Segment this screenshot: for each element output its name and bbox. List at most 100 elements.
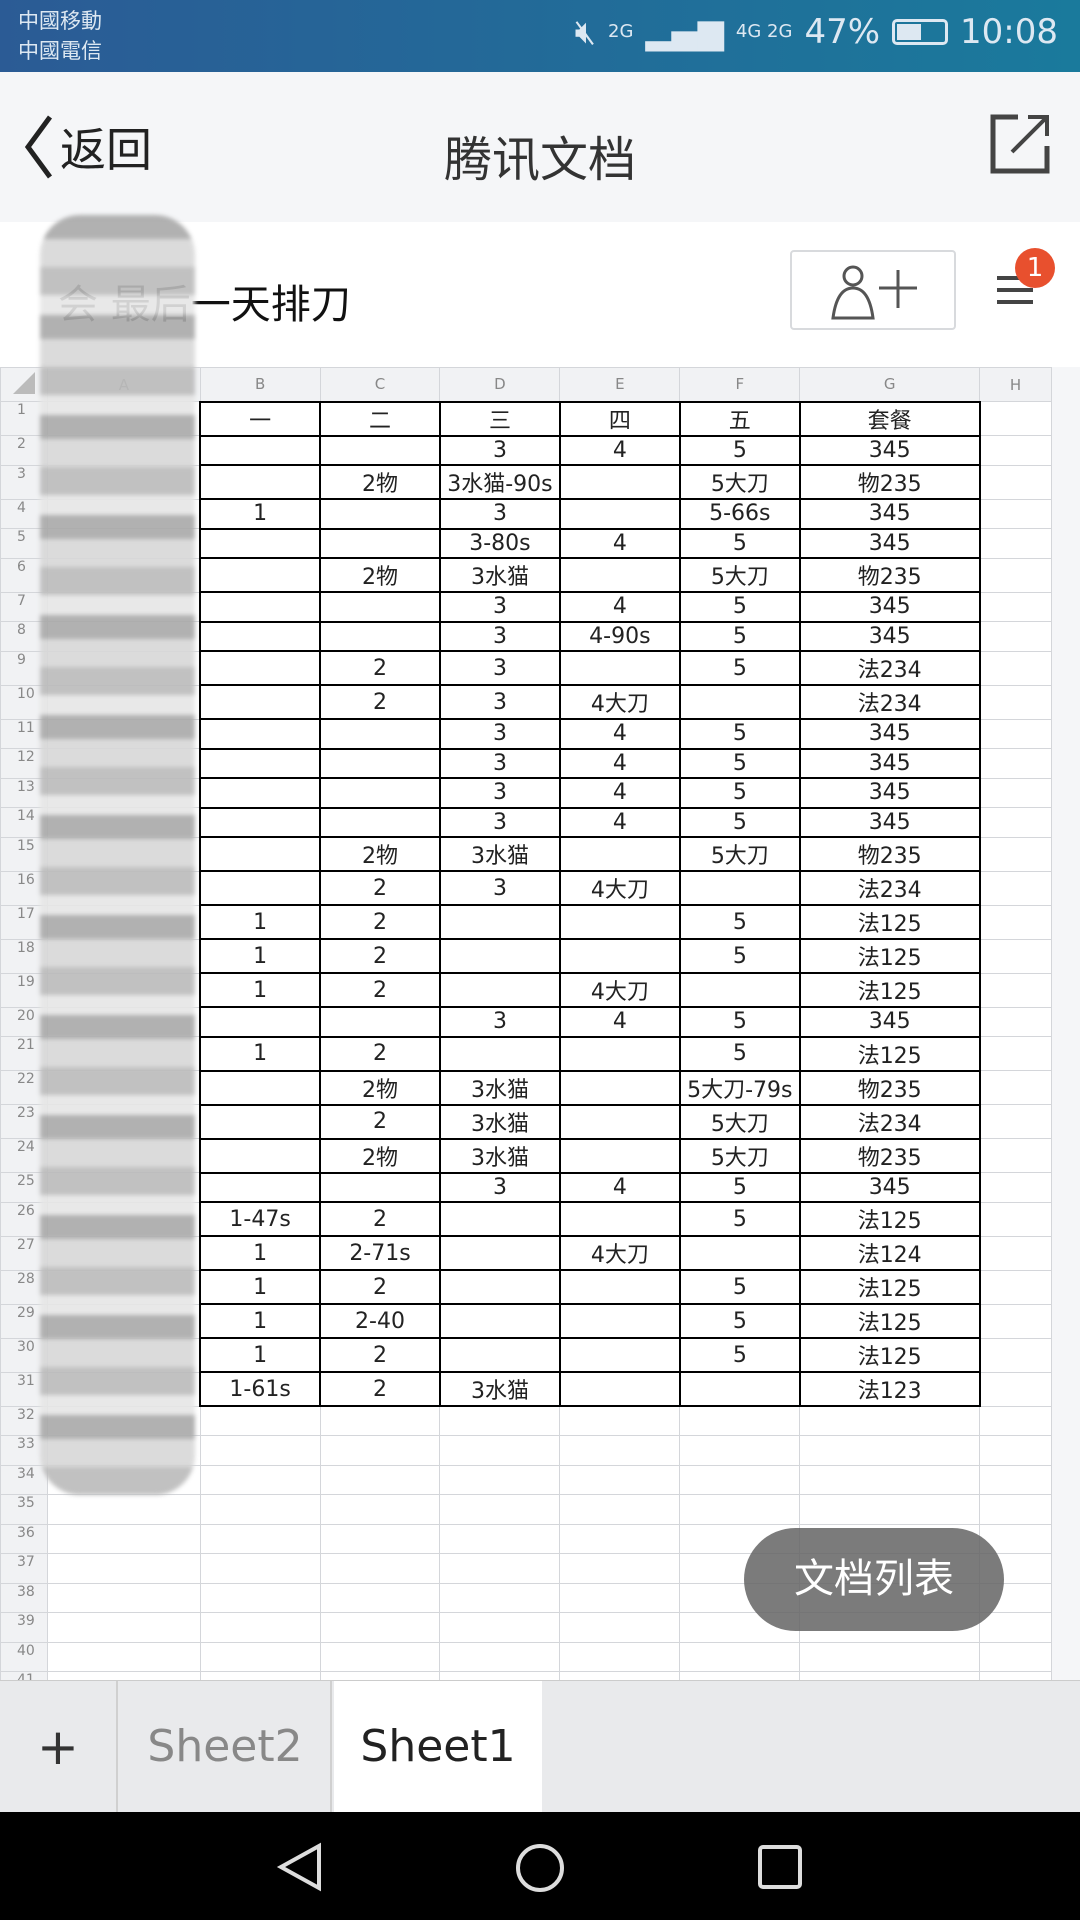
cell-B[interactable] — [199, 434, 322, 466]
cell-F[interactable]: 5 — [678, 620, 801, 652]
tab-sheet2[interactable]: Sheet2 — [120, 1681, 332, 1813]
cell-A[interactable] — [46, 1641, 201, 1672]
cell-H[interactable] — [979, 1006, 1052, 1037]
cell-G[interactable]: 法234 — [798, 870, 981, 906]
cell-B[interactable]: 1 — [199, 1269, 322, 1305]
nav-back-icon[interactable] — [275, 1842, 325, 1892]
cell-B[interactable] — [199, 747, 322, 779]
cell-F[interactable] — [679, 1494, 801, 1525]
cell-H[interactable] — [979, 557, 1052, 593]
cell-E[interactable] — [558, 1035, 681, 1072]
cell-E[interactable] — [558, 1201, 681, 1237]
cell-F[interactable]: 5 — [678, 806, 801, 838]
cell-C[interactable] — [319, 620, 441, 652]
cell-D[interactable] — [438, 1201, 561, 1237]
cell-C[interactable] — [319, 747, 441, 779]
cell-G[interactable] — [799, 1464, 981, 1495]
cell-G[interactable]: 345 — [798, 1006, 981, 1038]
cell-D[interactable] — [438, 1303, 561, 1339]
cell-F[interactable]: 5 — [678, 650, 801, 686]
cell-F[interactable]: 5 — [678, 527, 801, 559]
cell-G[interactable]: 345 — [798, 620, 981, 652]
cell-B[interactable]: 1-61s — [199, 1371, 322, 1407]
cell-C[interactable]: 2 — [319, 1269, 441, 1305]
cell-F[interactable] — [678, 1235, 801, 1271]
cell-C[interactable] — [319, 1006, 441, 1038]
cell-D[interactable] — [439, 1612, 561, 1643]
cell-C[interactable] — [319, 718, 441, 750]
cell-E[interactable]: 四 — [558, 400, 681, 437]
row-number[interactable]: 14 — [0, 807, 48, 838]
cell-D[interactable]: 3 — [438, 620, 561, 652]
cell-D[interactable] — [439, 1435, 561, 1466]
cell-F[interactable]: 5 — [678, 591, 801, 623]
cell-G[interactable]: 法234 — [798, 684, 981, 720]
cell-H[interactable] — [979, 836, 1052, 872]
cell-B[interactable] — [199, 620, 322, 652]
cell-A[interactable] — [46, 1523, 201, 1554]
cell-G[interactable]: 法125 — [798, 938, 981, 974]
cell-B[interactable]: 1 — [199, 972, 322, 1008]
row-number[interactable]: 7 — [0, 591, 48, 622]
row-number[interactable]: 2 — [0, 435, 48, 466]
cell-G[interactable]: 法125 — [798, 1303, 981, 1339]
cell-F[interactable] — [679, 1435, 801, 1466]
cell-C[interactable]: 2 — [319, 1201, 441, 1237]
cell-G[interactable]: 法125 — [798, 1269, 981, 1305]
cell-D[interactable] — [439, 1405, 561, 1436]
cell-C[interactable]: 2 — [319, 904, 441, 940]
cell-G[interactable]: 345 — [798, 806, 981, 838]
cell-E[interactable] — [559, 1553, 681, 1584]
cell-H[interactable] — [979, 807, 1052, 838]
cell-E[interactable]: 4 — [558, 434, 681, 466]
cell-E[interactable] — [558, 498, 681, 530]
nav-recents-icon[interactable] — [757, 1844, 803, 1890]
cell-F[interactable]: 5 — [678, 1303, 801, 1339]
cell-G[interactable]: 物235 — [798, 1069, 981, 1106]
cell-C[interactable] — [319, 1171, 441, 1203]
cell-H[interactable] — [979, 621, 1052, 652]
cell-D[interactable]: 3 — [438, 777, 561, 809]
cell-E[interactable] — [558, 1371, 681, 1407]
cell-F[interactable] — [679, 1641, 801, 1672]
cell-D[interactable] — [438, 938, 561, 974]
cell-E[interactable] — [559, 1582, 681, 1613]
cell-H[interactable] — [979, 870, 1052, 906]
cell-B[interactable] — [199, 1641, 321, 1672]
cell-B[interactable] — [199, 1494, 321, 1525]
cell-H[interactable] — [979, 1036, 1052, 1071]
cell-H[interactable] — [979, 1464, 1052, 1495]
cell-E[interactable] — [558, 1137, 681, 1174]
cell-B[interactable] — [199, 1553, 321, 1584]
cell-D[interactable] — [438, 1337, 561, 1373]
cell-D[interactable] — [439, 1641, 561, 1672]
cell-B[interactable] — [199, 718, 322, 750]
cell-G[interactable]: 套餐 — [798, 400, 981, 437]
row-number[interactable]: 25 — [0, 1172, 48, 1203]
cell-B[interactable] — [199, 777, 322, 809]
cell-B[interactable]: 1 — [199, 1035, 322, 1072]
cell-D[interactable]: 3 — [438, 806, 561, 838]
cell-G[interactable]: 法125 — [798, 972, 981, 1008]
cell-C[interactable]: 2 — [319, 684, 441, 720]
cell-B[interactable] — [199, 464, 322, 500]
cell-D[interactable]: 3 — [438, 1171, 561, 1203]
cell-G[interactable]: 345 — [798, 591, 981, 623]
cell-H[interactable] — [979, 1494, 1052, 1525]
cell-F[interactable]: 5 — [678, 1201, 801, 1237]
cell-E[interactable] — [558, 836, 681, 872]
cell-H[interactable] — [979, 1337, 1052, 1373]
cell-B[interactable] — [199, 1069, 322, 1106]
cell-H[interactable] — [979, 1405, 1052, 1436]
cell-G[interactable]: 法125 — [798, 904, 981, 940]
cell-E[interactable] — [559, 1641, 681, 1672]
cell-E[interactable] — [559, 1405, 681, 1436]
cell-E[interactable]: 4 — [558, 527, 681, 559]
cell-D[interactable] — [438, 1235, 561, 1271]
cell-F[interactable] — [679, 1464, 801, 1495]
cell-D[interactable]: 3水猫 — [438, 1103, 561, 1140]
cell-B[interactable] — [199, 1435, 321, 1466]
row-number[interactable]: 16 — [0, 870, 48, 906]
cell-C[interactable]: 2 — [319, 1337, 441, 1373]
cell-C[interactable]: 2物 — [319, 1069, 441, 1106]
